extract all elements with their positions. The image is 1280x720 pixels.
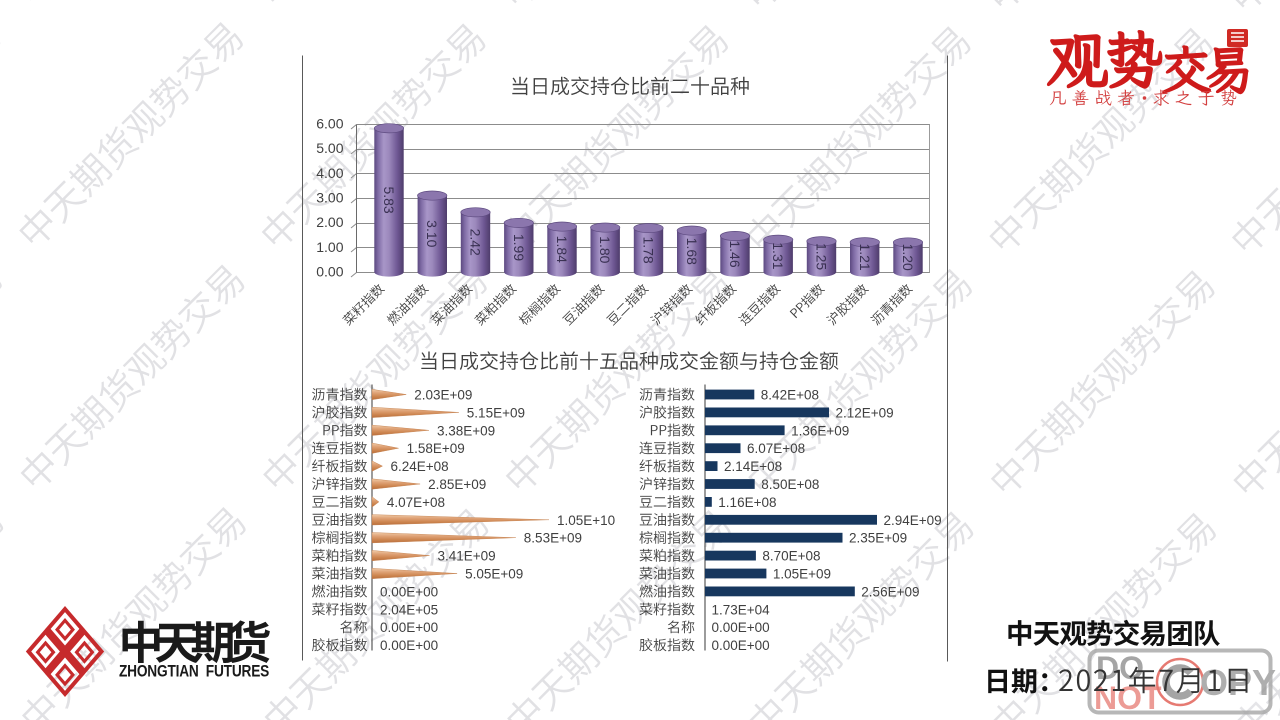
svg-text:1.73E+04: 1.73E+04 [712, 602, 771, 617]
svg-text:6.00: 6.00 [316, 116, 343, 132]
svg-text:2.14E+08: 2.14E+08 [724, 459, 782, 474]
svg-text:1.00: 1.00 [316, 239, 343, 255]
svg-text:3.38E+09: 3.38E+09 [437, 423, 495, 438]
svg-text:1.16E+08: 1.16E+08 [718, 495, 776, 510]
svg-text:5.05E+09: 5.05E+09 [465, 567, 523, 582]
svg-text:0.00E+00: 0.00E+00 [380, 584, 438, 599]
svg-text:ZHONGTIAN FUTURES: ZHONGTIAN FUTURES [119, 662, 269, 680]
svg-text:3.10: 3.10 [424, 220, 440, 247]
svg-text:1.78: 1.78 [641, 236, 657, 263]
svg-text:2.94E+09: 2.94E+09 [884, 513, 942, 528]
svg-text:0.00E+00: 0.00E+00 [712, 620, 770, 635]
svg-text:4.07E+08: 4.07E+08 [387, 495, 445, 510]
svg-text:1.05E+09: 1.05E+09 [773, 567, 831, 582]
svg-text:6.07E+08: 6.07E+08 [747, 441, 805, 456]
svg-text:8.70E+08: 8.70E+08 [762, 549, 820, 564]
svg-text:0.00: 0.00 [316, 264, 343, 280]
svg-text:2.04E+05: 2.04E+05 [380, 602, 438, 617]
svg-text:6.24E+08: 6.24E+08 [391, 459, 449, 474]
svg-text:5.00: 5.00 [316, 140, 343, 156]
svg-text:1.20: 1.20 [900, 244, 916, 271]
svg-text:8.42E+08: 8.42E+08 [761, 388, 819, 403]
svg-text:8.50E+08: 8.50E+08 [761, 477, 819, 492]
svg-text:1.31: 1.31 [770, 242, 786, 269]
svg-text:OPY: OPY [1200, 662, 1276, 703]
svg-text:1.58E+09: 1.58E+09 [407, 441, 465, 456]
svg-text:5.15E+09: 5.15E+09 [467, 405, 525, 420]
svg-text:1.21: 1.21 [857, 243, 873, 270]
svg-text:4.00: 4.00 [316, 165, 343, 181]
svg-text:2.12E+09: 2.12E+09 [836, 405, 894, 420]
svg-text:1.46: 1.46 [727, 240, 743, 267]
svg-text:1.99: 1.99 [511, 234, 527, 261]
svg-text:1.05E+10: 1.05E+10 [557, 513, 615, 528]
svg-text:2.03E+09: 2.03E+09 [414, 388, 472, 403]
svg-text:2.56E+09: 2.56E+09 [861, 584, 919, 599]
svg-text:2.85E+09: 2.85E+09 [428, 477, 486, 492]
svg-text:1.80: 1.80 [597, 236, 613, 263]
svg-text:1.68: 1.68 [684, 238, 700, 265]
svg-text:1.25: 1.25 [814, 243, 830, 270]
svg-text:1.36E+09: 1.36E+09 [791, 423, 849, 438]
svg-text:0.00E+00: 0.00E+00 [712, 638, 770, 653]
svg-text:3.41E+09: 3.41E+09 [438, 549, 496, 564]
svg-text:8.53E+09: 8.53E+09 [524, 531, 582, 546]
svg-text:2.00: 2.00 [316, 214, 343, 230]
svg-text:2.42: 2.42 [468, 229, 484, 256]
svg-text:0.00E+00: 0.00E+00 [380, 638, 438, 653]
svg-text:1.84: 1.84 [554, 236, 570, 263]
svg-text:5.83: 5.83 [381, 186, 397, 213]
svg-text:3.00: 3.00 [316, 190, 343, 206]
svg-text:0.00E+00: 0.00E+00 [380, 620, 438, 635]
svg-text:2.35E+09: 2.35E+09 [849, 531, 907, 546]
